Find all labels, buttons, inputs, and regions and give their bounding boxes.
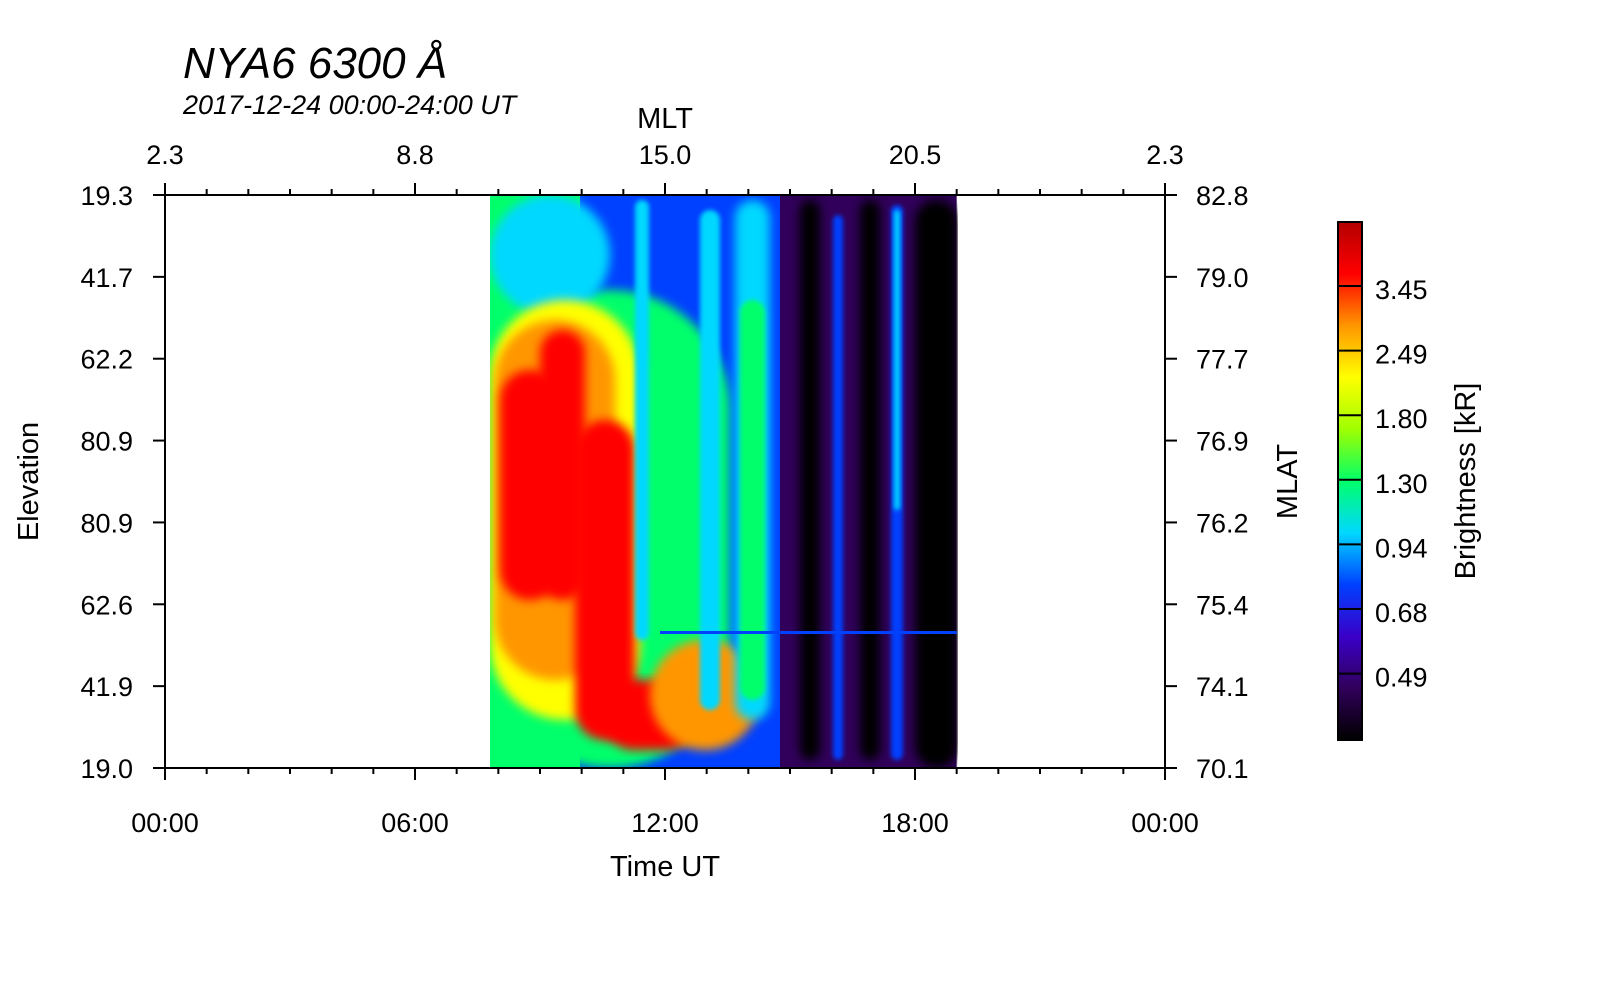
right-tick-label: 74.1 [1196, 672, 1249, 702]
colorbar-tick-label: 1.80 [1375, 404, 1428, 434]
keogram-image [490, 195, 958, 768]
emission-green-streak [740, 300, 765, 700]
top-tick-label: 8.8 [396, 140, 434, 170]
y-tick-label: 62.2 [80, 345, 133, 375]
right-tick-label: 76.2 [1196, 508, 1249, 538]
chart-subtitle: 2017-12-24 00:00-24:00 UT [183, 90, 517, 120]
y-axis-title: Elevation [13, 422, 45, 541]
emission-dark-gap-2 [860, 200, 880, 760]
x-tick-label: 00:00 [1131, 808, 1199, 838]
emission-red-core-3 [575, 420, 635, 740]
y-tick-label: 80.9 [80, 508, 133, 538]
emission-cyan-streak-1 [635, 200, 649, 640]
right-axis-title: MLAT [1272, 444, 1304, 519]
x-tick-label: 18:00 [881, 808, 949, 838]
x-tick-label: 06:00 [381, 808, 449, 838]
emission-blue-arc-1 [833, 215, 843, 760]
top-tick-label: 2.3 [146, 140, 184, 170]
y-tick-label: 80.9 [80, 427, 133, 457]
emission-cyan-upper [490, 195, 610, 315]
y-tick-label: 62.6 [80, 590, 133, 620]
emission-dark-edge [915, 200, 958, 768]
emission-cyan-arc-2 [894, 210, 900, 510]
colorbar-tick-label: 1.30 [1375, 469, 1428, 499]
colorbar-tick-label: 0.49 [1375, 663, 1428, 693]
y-tick-label: 19.0 [80, 754, 133, 784]
top-tick-label: 2.3 [1146, 140, 1184, 170]
top-tick-label: 20.5 [889, 140, 942, 170]
emission-red-core-2 [540, 330, 585, 600]
right-tick-label: 76.9 [1196, 427, 1249, 457]
chart-title: NYA6 6300 Å [183, 39, 448, 88]
right-tick-label: 75.4 [1196, 590, 1249, 620]
artifact-line [660, 631, 957, 634]
colorbar-tick-label: 2.49 [1375, 340, 1428, 370]
emission-dark-gap-1 [800, 200, 820, 760]
x-axis-title: Time UT [610, 851, 720, 883]
colorbar-tick-label: 0.94 [1375, 533, 1428, 563]
right-tick-label: 77.7 [1196, 345, 1249, 375]
right-tick-label: 82.8 [1196, 181, 1249, 211]
y-tick-label: 19.3 [80, 181, 133, 211]
y-tick-label: 41.9 [80, 672, 133, 702]
top-tick-label: 15.0 [639, 140, 692, 170]
right-tick-label: 79.0 [1196, 263, 1249, 293]
right-tick-label: 70.1 [1196, 754, 1249, 784]
x-tick-label: 12:00 [631, 808, 699, 838]
y-tick-label: 41.7 [80, 263, 133, 293]
emission-cyan-streak-2 [700, 210, 720, 710]
colorbar-title: Brightness [kR] [1450, 383, 1482, 580]
colorbar [1337, 221, 1363, 741]
colorbar-tick-label: 0.68 [1375, 598, 1428, 628]
x-tick-label: 00:00 [131, 808, 199, 838]
top-axis-title: MLT [637, 103, 693, 135]
colorbar-tick-label: 3.45 [1375, 275, 1428, 305]
